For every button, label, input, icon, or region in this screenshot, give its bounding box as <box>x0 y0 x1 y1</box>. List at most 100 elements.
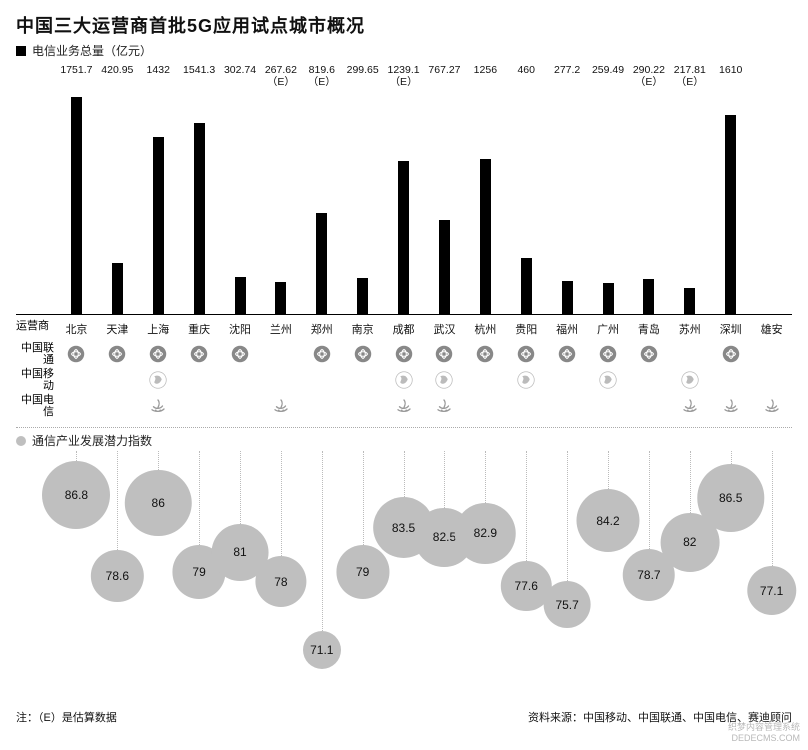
operator-cell <box>97 345 138 363</box>
operator-cell <box>547 345 588 363</box>
bubble-stem <box>76 451 77 461</box>
bar <box>112 263 123 315</box>
unicom-icon <box>517 345 535 363</box>
page-title: 中国三大运营商首批5G应用试点城市概况 <box>16 12 792 38</box>
bubble-stem <box>772 451 773 566</box>
operator-cell <box>138 397 179 415</box>
operator-cell <box>424 345 465 363</box>
city-name: 武汉 <box>424 321 465 337</box>
city-name: 上海 <box>138 321 179 337</box>
telecom-icon <box>149 397 167 415</box>
unicom-icon <box>354 345 372 363</box>
bubble: 75.7 <box>544 581 591 628</box>
bubble-col: 77.6 <box>506 451 547 701</box>
unicom-icon <box>395 345 413 363</box>
bar <box>562 281 573 315</box>
bubble: 71.1 <box>303 631 341 669</box>
city-name: 南京 <box>342 321 383 337</box>
unicom-icon <box>599 345 617 363</box>
unicom-icon <box>476 345 494 363</box>
city-name: 广州 <box>588 321 629 337</box>
operator-cell <box>588 371 629 389</box>
operator-cell <box>138 345 179 363</box>
operator-cell <box>383 371 424 389</box>
bar-col: 767.27 <box>424 65 465 315</box>
operator-cell <box>669 397 710 415</box>
bar-col: 1432 <box>138 65 179 315</box>
city-name: 兰州 <box>260 321 301 337</box>
bar-col: 277.2 <box>547 65 588 315</box>
bar-value-label: 302.74 <box>220 65 261 77</box>
bar-chart: 1751.7420.9514321541.3302.74267.62（E）819… <box>16 65 792 315</box>
bubble-stem <box>404 451 405 497</box>
bubble-col: 77.1 <box>751 451 792 701</box>
city-name: 杭州 <box>465 321 506 337</box>
mobile-icon <box>517 371 535 389</box>
bubble-col: 79 <box>342 451 383 701</box>
telecom-icon <box>272 397 290 415</box>
bubble-stem <box>363 451 364 545</box>
city-names-row: 北京天津上海重庆沈阳兰州郑州南京成都武汉杭州贵阳福州广州青岛苏州深圳雄安 <box>16 321 792 337</box>
city-name: 天津 <box>97 321 138 337</box>
bar-value-label: 290.22（E） <box>628 65 669 88</box>
bubble-stem <box>158 451 159 470</box>
unicom-icon <box>640 345 658 363</box>
footnotes: 注：（E）是估算数据 资料来源：中国移动、中国联通、中国电信、赛迪顾问 <box>16 709 792 725</box>
bar <box>643 279 654 315</box>
bubble-stem <box>567 451 568 581</box>
bubble-col: 78 <box>260 451 301 701</box>
bubble-col: 81 <box>220 451 261 701</box>
unicom-icon <box>558 345 576 363</box>
bar-col <box>751 65 792 315</box>
telecom-icon <box>681 397 699 415</box>
telecom-icon <box>763 397 781 415</box>
operator-label-unicom: 中国联通 <box>16 342 54 366</box>
bubble-stem <box>117 451 118 550</box>
bar-value-label: 277.2 <box>547 65 588 77</box>
bar-value-label: 299.65 <box>342 65 383 77</box>
bar-value-label: 420.95 <box>97 65 138 77</box>
bar <box>357 278 368 315</box>
bubble-col: 82.9 <box>465 451 506 701</box>
mobile-icon <box>599 371 617 389</box>
operator-cell <box>588 345 629 363</box>
bar <box>235 277 246 315</box>
bar-value-label: 1751.7 <box>56 65 97 77</box>
mobile-icon <box>681 371 699 389</box>
bar <box>480 159 491 315</box>
operator-cell <box>710 397 751 415</box>
bubble-stem <box>444 451 445 508</box>
bar <box>684 288 695 315</box>
city-name: 青岛 <box>628 321 669 337</box>
unicom-icon <box>231 345 249 363</box>
bar <box>603 283 614 315</box>
bar-col: 819.6（E） <box>301 65 342 315</box>
bar-value-label: 1239.1（E） <box>383 65 424 88</box>
bubble-stem <box>526 451 527 561</box>
unicom-icon <box>149 345 167 363</box>
operator-cell <box>424 371 465 389</box>
bubble-stem <box>322 451 323 631</box>
bubble-stem <box>281 451 282 556</box>
mobile-icon <box>149 371 167 389</box>
city-name: 重庆 <box>179 321 220 337</box>
bubble-stem <box>649 451 650 549</box>
operator-cell <box>506 371 547 389</box>
bar-legend-label: 电信业务总量（亿元） <box>32 42 152 59</box>
city-name: 贵阳 <box>506 321 547 337</box>
bar <box>725 115 736 315</box>
bubble-stem <box>485 451 486 503</box>
bar <box>275 282 286 315</box>
bar-col: 217.81（E） <box>669 65 710 315</box>
unicom-icon <box>67 345 85 363</box>
bar-value-label: 460 <box>506 65 547 77</box>
mobile-icon <box>395 371 413 389</box>
city-name: 沈阳 <box>220 321 261 337</box>
bubble-col: 79 <box>179 451 220 701</box>
operator-cell <box>424 397 465 415</box>
unicom-icon <box>108 345 126 363</box>
telecom-icon <box>395 397 413 415</box>
bubble: 78.6 <box>91 550 143 602</box>
bar-value-label: 267.62（E） <box>260 65 301 88</box>
bar-col: 290.22（E） <box>628 65 669 315</box>
